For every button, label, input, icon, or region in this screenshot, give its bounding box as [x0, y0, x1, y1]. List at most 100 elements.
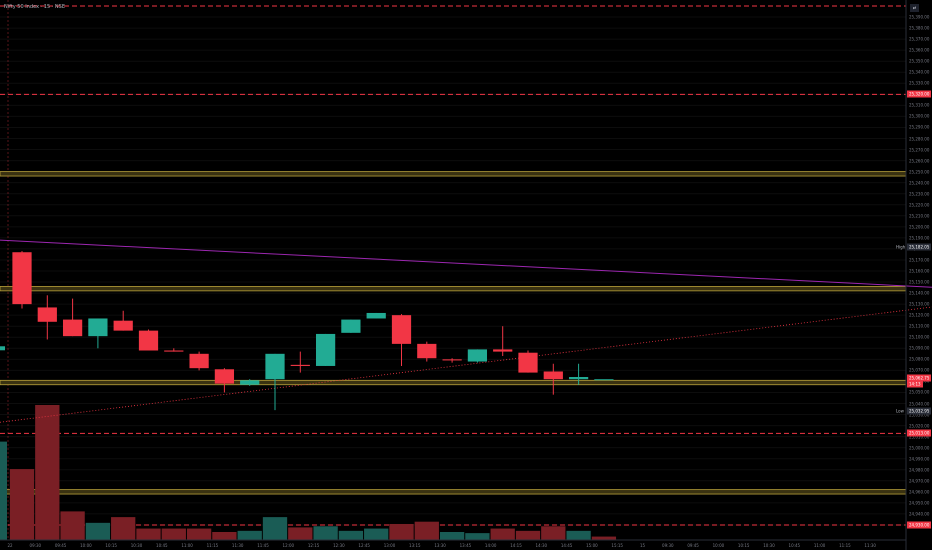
price-tick-label: 25,080.00: [909, 356, 930, 362]
volume-bar: [465, 533, 490, 540]
price-tick-label: 25,340.00: [909, 69, 930, 75]
price-tick-label: 25,110.00: [909, 323, 930, 329]
price-tick-label: 24,950.00: [909, 500, 930, 506]
time-tick-label: 13:45: [459, 543, 472, 548]
candle-body: [518, 352, 538, 373]
volume-bar: [338, 530, 364, 540]
candle-body: [37, 307, 57, 322]
candle-body: [164, 350, 184, 352]
price-tick-label: 25,160.00: [909, 268, 930, 274]
toggle-button[interactable]: ⇄: [910, 4, 919, 12]
time-tick-label: 22: [7, 543, 13, 548]
candle-body: [568, 377, 589, 380]
zone-band: [0, 171, 907, 177]
time-tick-label: 11:30: [231, 543, 244, 548]
volume-bar: [515, 530, 541, 540]
candle-body: [594, 379, 614, 381]
time-tick-label: 13:15: [409, 543, 421, 548]
time-tick-label: 11:00: [813, 543, 826, 548]
candle-body: [214, 369, 235, 384]
price-tick-label: 25,280.00: [909, 136, 930, 141]
time-tick-label: 11:45: [257, 543, 269, 548]
price-tick-label: 25,190.00: [909, 235, 930, 241]
time-tick-label: 10:00: [712, 543, 725, 548]
trend-line: [0, 306, 932, 423]
zone-band: [0, 286, 907, 292]
candle-body: [189, 353, 209, 369]
price-tick-label: 25,120.00: [909, 312, 930, 318]
trend-line: [0, 239, 932, 288]
volume-bar: [212, 531, 237, 540]
volume-bar: [288, 527, 313, 540]
volume-bar: [136, 528, 161, 540]
candle-body: [240, 380, 260, 385]
time-tick-label: 13:00: [383, 543, 396, 548]
chart-title: Nifty 50 Index · 15 · NSE: [4, 4, 65, 10]
price-tick-label: 24,970.00: [909, 478, 930, 484]
price-tick-label: 25,330.00: [909, 80, 930, 86]
price-tick-label: 25,220.00: [909, 202, 930, 208]
price-tag: 25,182.05: [907, 243, 932, 251]
time-tick-label: 14:00: [484, 543, 497, 548]
candle-body: [493, 349, 513, 352]
price-tick-label: 25,240.00: [909, 180, 930, 186]
candles: [0, 251, 614, 411]
candle-body: [88, 318, 108, 337]
price-tag-side-label: High: [896, 244, 906, 250]
candle-body: [467, 349, 488, 362]
candle-body: [62, 319, 83, 337]
time-tick-label: 15:15: [611, 543, 623, 548]
price-tag: 25,013.00: [907, 429, 932, 437]
volume-bar: [591, 536, 617, 540]
price-tick-label: 25,070.00: [909, 367, 930, 373]
time-tick-label: 12:45: [358, 543, 370, 548]
time-tick-label: 10:30: [763, 543, 775, 548]
countdown-tag: 14:13: [907, 380, 923, 388]
price-tag: 25,320.00: [907, 90, 932, 98]
time-tick-label: 09:30: [29, 543, 42, 548]
grid: [0, 0, 906, 540]
time-tick-label: 09:45: [54, 543, 67, 548]
candle-body: [138, 330, 159, 351]
price-tick-label: 25,050.00: [909, 389, 930, 395]
time-tick-label: 12:15: [307, 543, 320, 548]
price-tick-label: 25,390.00: [909, 14, 930, 20]
time-tick-label: 12:30: [333, 543, 345, 548]
price-tick-label: 25,150.00: [909, 279, 930, 285]
volume-bar: [439, 531, 465, 540]
time-tick-label: 11:15: [839, 543, 851, 548]
volume-bar: [262, 517, 288, 540]
time-tick-label: 14:30: [535, 543, 548, 548]
price-tick-label: 25,090.00: [909, 345, 930, 351]
trendlines: [0, 239, 932, 423]
dashed-levels: [0, 5, 906, 526]
price-tick-label: 25,250.00: [909, 169, 930, 175]
price-tick-label: 25,210.00: [909, 213, 930, 219]
candle-body-prev: [0, 346, 5, 351]
price-tick-label: 25,290.00: [909, 124, 930, 130]
volume-bar: [414, 521, 439, 540]
zone-band: [0, 379, 907, 386]
price-tick-label: 25,380.00: [909, 25, 930, 31]
volume-bars: [0, 405, 617, 540]
candle-body: [543, 371, 563, 380]
candle-body: [265, 353, 285, 380]
time-tick-label: 15:00: [586, 543, 598, 548]
price-tick-label: 25,300.00: [909, 113, 930, 119]
volume-bar: [35, 405, 60, 540]
candle-body: [290, 364, 310, 366]
price-tick-label: 24,940.00: [909, 511, 930, 517]
candle-body: [442, 359, 462, 361]
candle-body: [366, 312, 386, 319]
price-tick-label: 25,310.00: [909, 102, 930, 108]
volume-bar: [111, 517, 136, 540]
volume-bar-prev: [0, 441, 7, 540]
time-tick-label: 13:30: [434, 543, 446, 548]
zone-band: [0, 489, 907, 495]
volume-bar: [364, 528, 389, 540]
time-tick-label: 10:00: [80, 543, 92, 548]
time-tick-label: 14:15: [510, 543, 522, 548]
volume-bar: [85, 522, 111, 540]
candle-body: [315, 333, 336, 366]
